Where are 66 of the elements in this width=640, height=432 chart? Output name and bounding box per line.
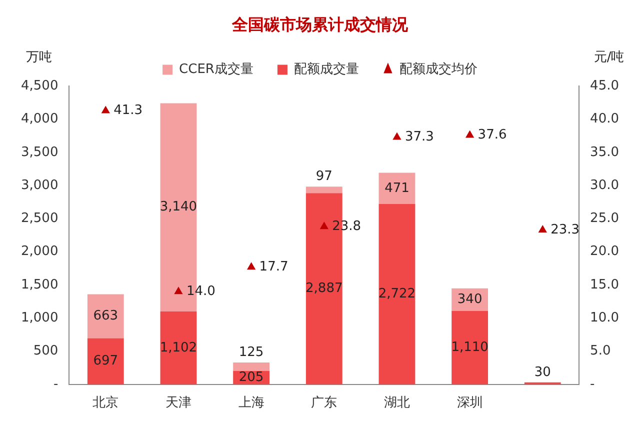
data-label: 41.3 xyxy=(114,103,143,118)
y2-tick-label: 5.0 xyxy=(590,344,611,359)
bar xyxy=(452,310,488,384)
y-tick-label: - xyxy=(54,376,59,392)
y2-tick-label: 15.0 xyxy=(590,277,620,292)
data-label: 3,140 xyxy=(160,200,198,215)
x-tick-label: 广东 xyxy=(311,396,338,411)
y2-tick-label: - xyxy=(590,376,596,392)
data-label: 2,722 xyxy=(378,286,416,302)
data-label: 125 xyxy=(238,344,264,360)
point xyxy=(174,286,183,294)
data-label: 1,102 xyxy=(160,340,198,356)
data-label: 97 xyxy=(316,169,332,184)
y2-tick-label: 35.0 xyxy=(590,144,620,160)
y2-tick-label: 45.0 xyxy=(590,78,620,94)
data-label: 663 xyxy=(93,308,118,324)
legend-label: 配额成交均价 xyxy=(399,61,478,78)
y2-tick-label: 25.0 xyxy=(590,211,620,226)
data-label: 697 xyxy=(93,354,118,369)
x-tick-label: 天津 xyxy=(165,396,192,411)
bar xyxy=(306,186,342,194)
y-tick-label: 1,500 xyxy=(21,277,58,292)
data-label: 37.6 xyxy=(478,128,507,143)
y-tick-label: 4,500 xyxy=(21,78,58,94)
data-label: 14.0 xyxy=(186,284,216,299)
bar xyxy=(87,294,124,338)
point xyxy=(246,262,256,270)
bar xyxy=(378,204,416,384)
point xyxy=(465,130,474,138)
data-label: 471 xyxy=(384,180,410,196)
chart-title: 全国碳市场累计成交情况 xyxy=(231,14,409,34)
y-tick-label: 1,000 xyxy=(21,310,58,326)
y2-tick-label: 30.0 xyxy=(590,178,620,193)
y2-tick-label: 10.0 xyxy=(590,310,620,326)
y-tick-label: 500 xyxy=(33,344,58,359)
data-label: 205 xyxy=(238,370,264,385)
y2-tick-label: 40.0 xyxy=(590,112,620,127)
legend-label: CCER成交量 xyxy=(179,61,254,78)
x-tick-label: 北京 xyxy=(92,396,119,411)
y-tick-label: 3,000 xyxy=(21,178,58,193)
y-tick-label: 2,000 xyxy=(21,244,58,260)
data-label: 340 xyxy=(457,292,482,307)
y-axis-title: 万吨 xyxy=(26,50,52,66)
y2-axis-title: 元/吨 xyxy=(594,50,624,66)
legend-label: 配额成交量 xyxy=(294,61,359,78)
x-tick-label: 湖北 xyxy=(384,396,410,411)
data-label: 1,110 xyxy=(451,340,488,355)
y-tick-label: 3,500 xyxy=(21,144,58,160)
y-tick-label: 2,500 xyxy=(21,211,58,226)
point xyxy=(392,132,402,140)
data-label: 23.3 xyxy=(550,222,580,238)
point xyxy=(538,225,547,232)
y2-tick-label: 20.0 xyxy=(590,244,620,260)
x-tick-label: 上海 xyxy=(238,396,264,411)
data-label: 2,887 xyxy=(306,281,343,296)
bar xyxy=(87,338,124,384)
bar xyxy=(233,362,270,371)
data-label: 17.7 xyxy=(259,259,288,274)
data-label: 37.3 xyxy=(404,130,434,145)
data-label: 30 xyxy=(534,364,551,380)
y-tick-label: 4,000 xyxy=(21,112,58,127)
bar xyxy=(160,311,197,384)
x-tick-label: 深圳 xyxy=(456,396,483,411)
bar xyxy=(378,172,416,204)
point xyxy=(101,106,110,114)
point xyxy=(320,222,328,230)
